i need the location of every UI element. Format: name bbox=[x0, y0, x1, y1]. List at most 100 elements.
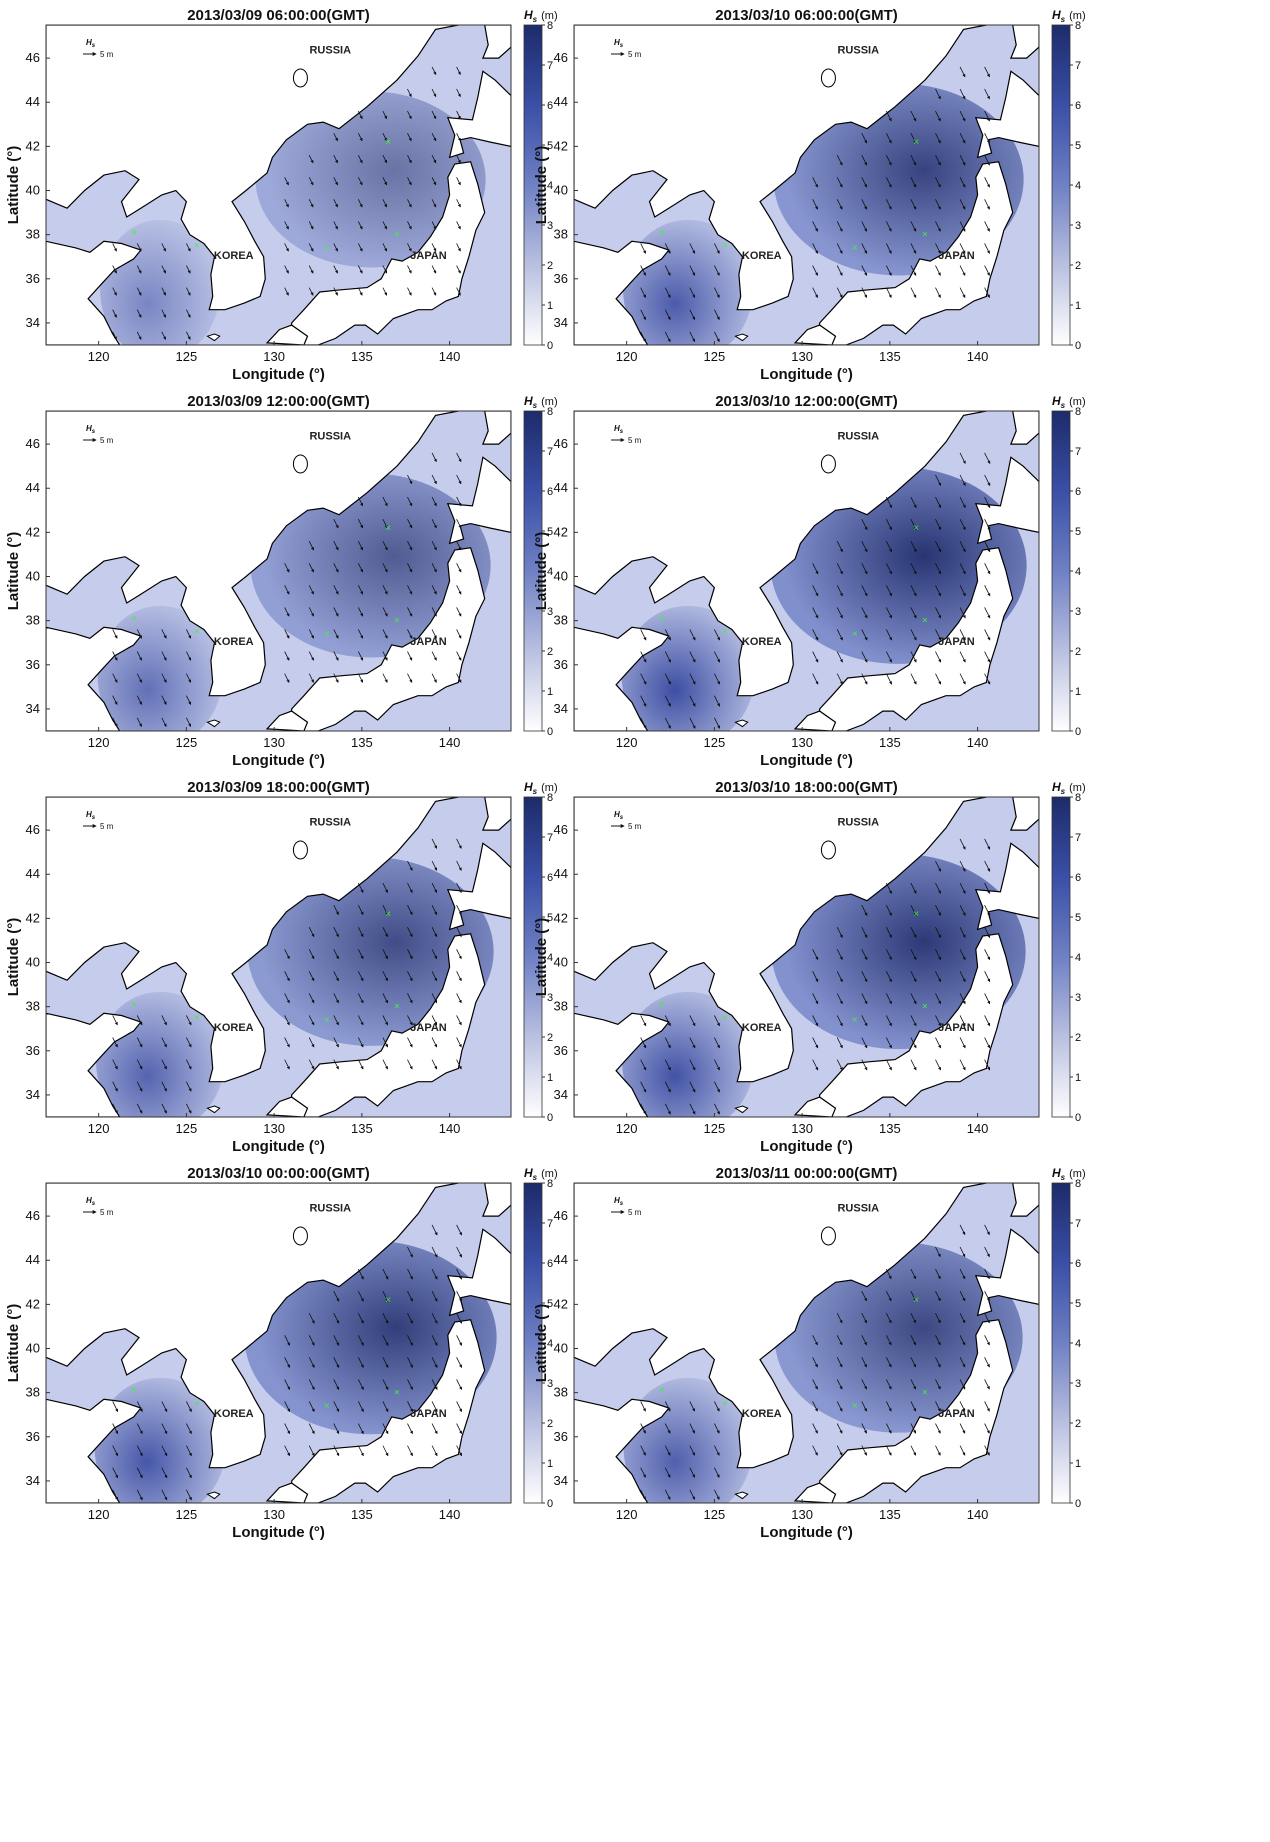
wave-direction-arrow bbox=[357, 1335, 364, 1346]
y-tick-label: 46 bbox=[26, 822, 40, 837]
wave-direction-arrow bbox=[456, 860, 462, 871]
buoy-marker: × bbox=[194, 1399, 200, 1410]
wave-direction-arrow bbox=[308, 585, 314, 595]
wave-direction-arrow bbox=[861, 651, 868, 663]
wave-direction-arrow bbox=[664, 673, 671, 685]
coastline bbox=[974, 842, 1039, 931]
coastline bbox=[817, 547, 1014, 731]
wave-direction-arrow bbox=[333, 1401, 340, 1413]
y-tick-label: 42 bbox=[554, 1296, 568, 1311]
wave-direction-arrow bbox=[885, 1357, 892, 1368]
wave-direction-arrow bbox=[333, 651, 339, 661]
colorbar-tick-label: 3 bbox=[547, 606, 553, 618]
coastline bbox=[734, 1105, 749, 1114]
map-panel: 2013/03/10 06:00:00(GMT) × × × × × RUSSIA KOREA… bbox=[533, 7, 1086, 383]
wave-direction-arrow bbox=[407, 651, 413, 661]
legend-subscript: s bbox=[92, 43, 96, 49]
colorbar-unit: (m) bbox=[1069, 1168, 1086, 1180]
colorbar-tick-label: 5 bbox=[547, 1298, 553, 1310]
wave-direction-arrow bbox=[959, 971, 966, 983]
wave-direction-arrow bbox=[382, 287, 388, 296]
wave-direction-arrow bbox=[910, 993, 917, 1005]
wave-direction-arrow bbox=[861, 243, 868, 254]
colorbar-unit: (m) bbox=[541, 396, 558, 408]
buoy-marker: × bbox=[394, 1002, 400, 1013]
coastline bbox=[817, 161, 1014, 345]
wave-direction-arrow bbox=[456, 541, 462, 551]
wave-direction-arrow bbox=[308, 1445, 315, 1457]
wave-direction-arrow bbox=[456, 1290, 463, 1302]
wave-direction-arrow bbox=[308, 199, 314, 208]
wave-direction-arrow bbox=[885, 1379, 892, 1390]
x-tick-label: 125 bbox=[704, 1121, 726, 1136]
wave-direction-arrow bbox=[456, 971, 462, 982]
colorbar bbox=[1051, 796, 1071, 1118]
wave-direction-arrow bbox=[836, 563, 843, 575]
wave-direction-arrow bbox=[186, 1489, 192, 1501]
y-tick-label: 34 bbox=[26, 1473, 40, 1488]
wave-direction-arrow bbox=[714, 1103, 720, 1115]
wave-direction-arrow bbox=[689, 629, 696, 641]
wave-direction-arrow bbox=[910, 971, 917, 983]
wave-direction-arrow bbox=[308, 673, 314, 683]
wave-direction-arrow bbox=[714, 1489, 720, 1500]
wave-direction-arrow bbox=[382, 243, 388, 252]
wave-direction-arrow bbox=[284, 607, 290, 617]
y-tick-label: 38 bbox=[554, 227, 568, 242]
wave-direction-arrow bbox=[333, 971, 339, 982]
y-tick-label: 42 bbox=[26, 138, 40, 153]
wave-direction-arrow bbox=[640, 673, 647, 685]
wave-direction-arrow bbox=[910, 1357, 917, 1368]
wave-direction-arrow bbox=[333, 1379, 340, 1391]
reference-arrow-label: 5 m bbox=[628, 822, 642, 831]
wave-direction-arrow bbox=[689, 1037, 696, 1049]
wave-direction-arrow bbox=[910, 1313, 917, 1324]
y-tick-label: 36 bbox=[26, 271, 40, 286]
wave-direction-arrow bbox=[812, 563, 819, 575]
x-tick-label: 125 bbox=[176, 349, 198, 364]
wave-direction-arrow bbox=[984, 199, 990, 210]
wave-direction-arrow bbox=[407, 221, 412, 230]
wave-direction-arrow bbox=[861, 1015, 868, 1027]
wave-direction-arrow bbox=[382, 993, 388, 1004]
colorbar-tick-label: 0 bbox=[547, 726, 553, 738]
wave-direction-arrow bbox=[910, 1290, 917, 1302]
legend-symbol: Hs bbox=[86, 38, 96, 49]
wave-direction-arrow bbox=[861, 177, 868, 188]
wave-direction-arrow bbox=[284, 629, 290, 639]
wave-direction-arrow bbox=[640, 1081, 647, 1093]
wave-direction-arrow bbox=[640, 287, 646, 298]
wave-direction-arrow bbox=[935, 651, 942, 663]
region-label-japan: JAPAN bbox=[938, 250, 975, 262]
x-tick-label: 140 bbox=[439, 1507, 461, 1522]
wave-direction-arrow bbox=[407, 882, 413, 893]
colorbar-tick-label: 7 bbox=[1075, 446, 1081, 458]
plot-frame bbox=[573, 796, 1040, 1118]
y-tick-label: 44 bbox=[554, 480, 568, 495]
wave-direction-arrow bbox=[861, 1290, 867, 1302]
colorbar-subscript: s bbox=[1061, 15, 1066, 24]
colorbar-subscript: s bbox=[533, 401, 538, 410]
wave-direction-arrow bbox=[382, 563, 388, 573]
wave-direction-arrow bbox=[357, 132, 363, 142]
legend-subscript: s bbox=[620, 815, 624, 821]
wave-direction-arrow bbox=[959, 287, 966, 298]
wave-direction-arrow bbox=[664, 1401, 671, 1412]
wave-direction-arrow bbox=[935, 949, 942, 961]
wave-direction-arrow bbox=[910, 1445, 917, 1456]
wave-direction-arrow bbox=[357, 287, 363, 296]
wave-direction-arrow bbox=[861, 629, 868, 641]
wave-direction-arrow bbox=[959, 607, 966, 619]
wave-direction-arrow bbox=[984, 585, 991, 597]
y-tick-label: 40 bbox=[554, 1341, 568, 1356]
wave-direction-arrow bbox=[885, 882, 892, 894]
buoy-marker: × bbox=[131, 1385, 137, 1396]
wave-direction-arrow bbox=[959, 1357, 966, 1368]
colorbar-tick-label: 8 bbox=[1075, 406, 1081, 418]
wave-direction-arrow bbox=[308, 1335, 315, 1346]
wave-direction-arrow bbox=[431, 1037, 438, 1048]
wave-direction-arrow bbox=[357, 243, 363, 252]
wave-direction-arrow bbox=[456, 673, 462, 683]
wave-direction-arrow bbox=[136, 629, 142, 639]
colorbar-tick-label: 5 bbox=[547, 912, 553, 924]
